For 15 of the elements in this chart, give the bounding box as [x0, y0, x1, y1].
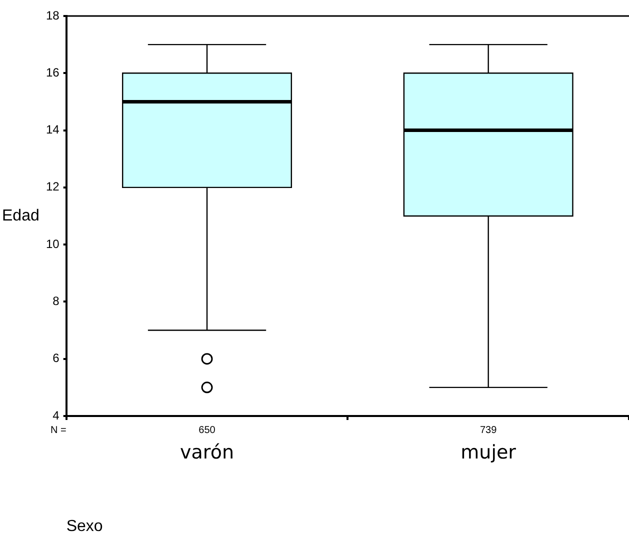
y-tick-label: 10 — [46, 236, 60, 251]
x-axis-title: Sexo — [66, 518, 103, 535]
x-tick-label: mujer — [460, 441, 516, 464]
y-tick-label: 8 — [52, 294, 60, 308]
y-tick-label: 18 — [46, 8, 60, 22]
y-axis-title: Edad — [2, 207, 40, 224]
y-tick-label: 6 — [52, 351, 60, 366]
y-tick-label: 12 — [46, 180, 60, 194]
y-tick-label: 14 — [46, 122, 60, 137]
text: N = — [50, 424, 67, 436]
text: 650 — [198, 424, 216, 436]
y-tick-label: 4 — [52, 408, 60, 422]
text: 739 — [480, 424, 498, 436]
x-tick-label: varón — [180, 441, 234, 464]
y-tick-label: 16 — [46, 65, 60, 80]
